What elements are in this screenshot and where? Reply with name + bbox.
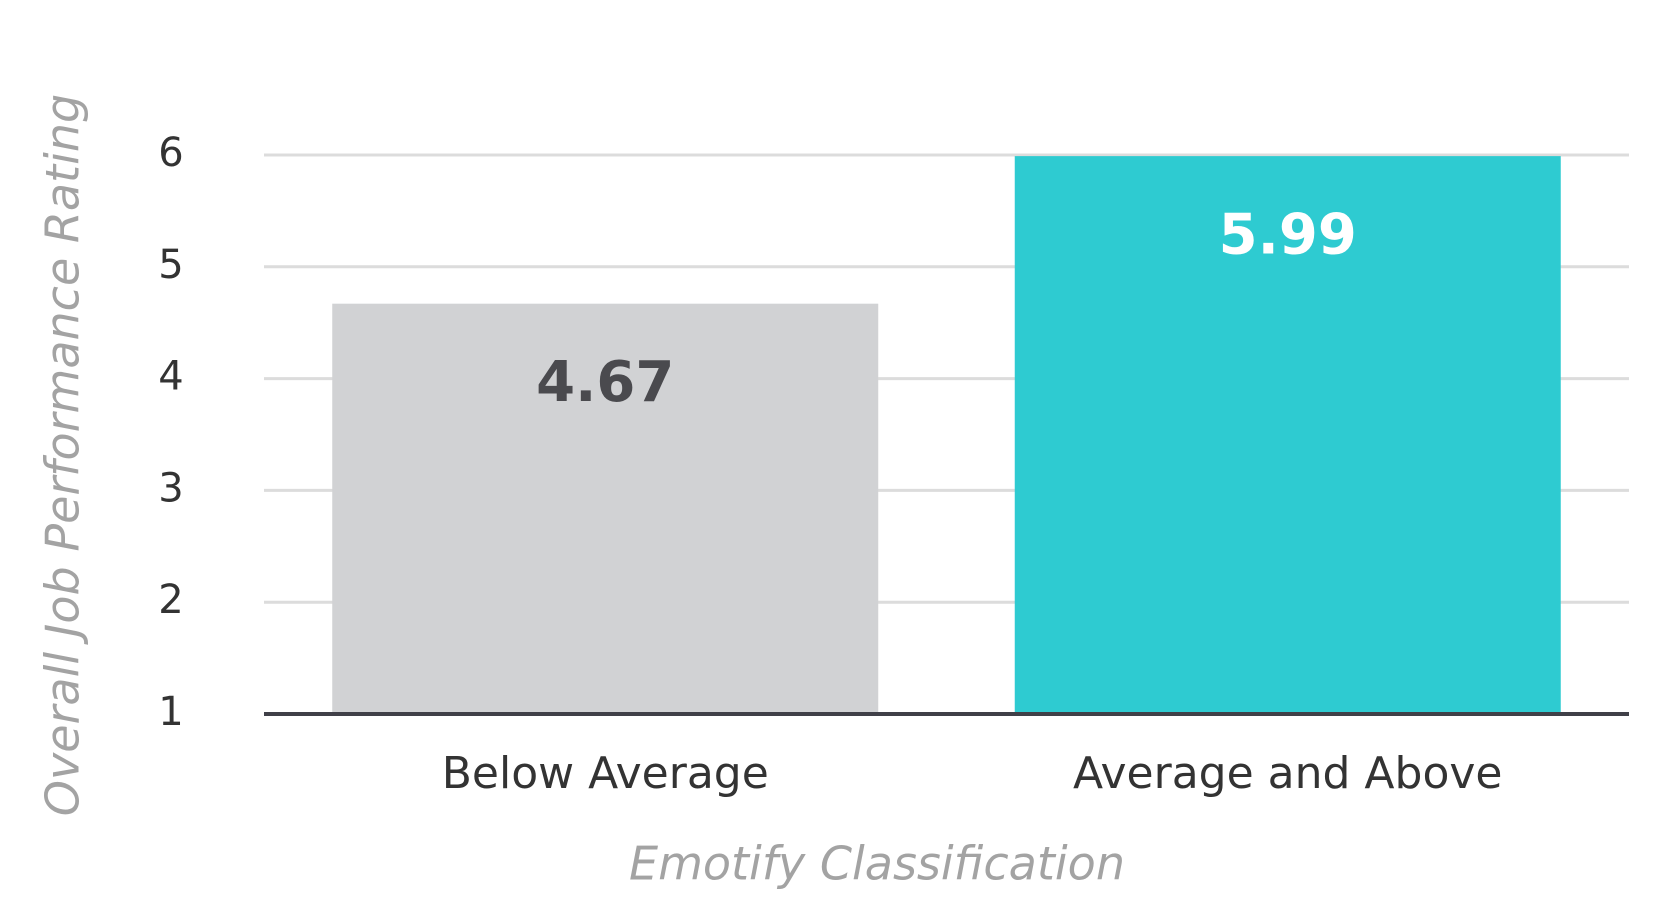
- y-tick-label: 6: [158, 130, 183, 176]
- y-tick-label: 2: [158, 577, 183, 623]
- bar: [332, 303, 879, 714]
- y-tick-label: 3: [158, 465, 183, 511]
- x-tick-label: Average and Above: [1073, 748, 1503, 799]
- y-axis-title: Overall Job Performance Rating: [36, 94, 90, 816]
- y-tick-label: 1: [158, 689, 183, 735]
- x-axis-title: Emotify Classification: [629, 837, 1125, 891]
- x-tick-label: Below Average: [442, 748, 769, 799]
- y-tick-label: 5: [158, 242, 183, 288]
- value-label: 4.67: [536, 350, 674, 415]
- value-label: 5.99: [1219, 202, 1357, 267]
- y-tick-label: 4: [158, 354, 183, 400]
- bar: [1014, 156, 1561, 715]
